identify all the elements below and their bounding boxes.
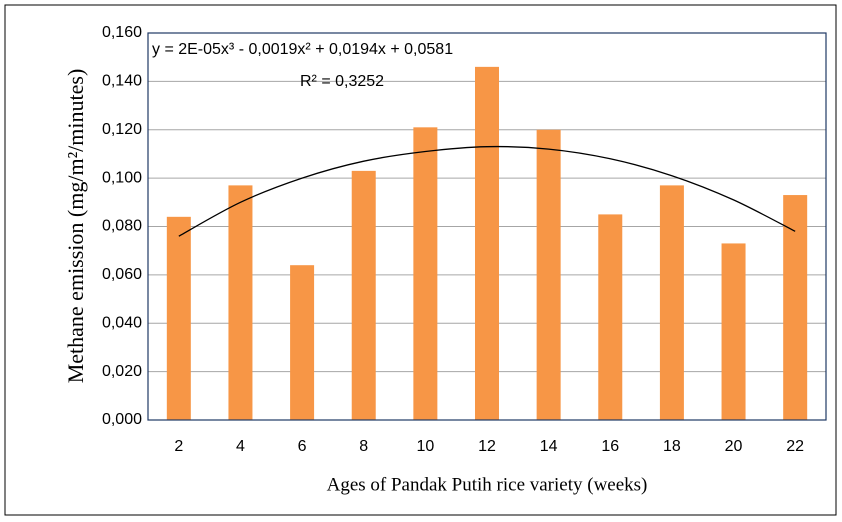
bar (536, 129, 561, 420)
x-axis-title: Ages of Pandak Putih rice variety (weeks… (327, 474, 648, 495)
bar (721, 243, 746, 420)
y-tick-label: 0,020 (102, 363, 142, 380)
bar (413, 127, 438, 421)
bar (475, 66, 499, 421)
x-tick-label: 14 (540, 438, 558, 455)
bar (659, 185, 684, 420)
trendline (178, 145, 796, 237)
x-tick-label: 4 (236, 438, 245, 455)
y-tick-label: 0,120 (102, 121, 142, 138)
x-tick-label: 12 (478, 438, 496, 455)
x-tick-label: 10 (416, 438, 434, 455)
bar (351, 170, 376, 420)
y-tick-label: 0,080 (102, 218, 142, 235)
bar (783, 195, 808, 420)
bar (598, 214, 623, 420)
x-tick-label: 20 (725, 438, 743, 455)
trendline-equation: y = 2E-05x³ - 0,0019x² + 0,0194x + 0,058… (152, 41, 453, 58)
y-tick-label: 0,060 (102, 266, 142, 283)
plot-border (147, 32, 827, 421)
y-tick-label: 0,160 (102, 24, 142, 41)
x-tick-label: 8 (359, 438, 368, 455)
y-tick-label: 0,100 (102, 169, 142, 186)
x-tick-label: 18 (663, 438, 681, 455)
bar (290, 265, 315, 420)
r-squared: R² = 0,3252 (300, 73, 384, 90)
x-tick-label: 22 (786, 438, 804, 455)
x-tick-label: 2 (174, 438, 183, 455)
y-axis-title: Methane emission (mg/m²/minutes) (63, 69, 88, 384)
y-tick-label: 0,000 (102, 411, 142, 428)
x-tick-label: 16 (601, 438, 619, 455)
y-tick-label: 0,040 (102, 314, 142, 331)
bar (228, 185, 253, 420)
x-tick-label: 6 (298, 438, 307, 455)
y-tick-label: 0,140 (102, 73, 142, 90)
bar (166, 216, 191, 420)
